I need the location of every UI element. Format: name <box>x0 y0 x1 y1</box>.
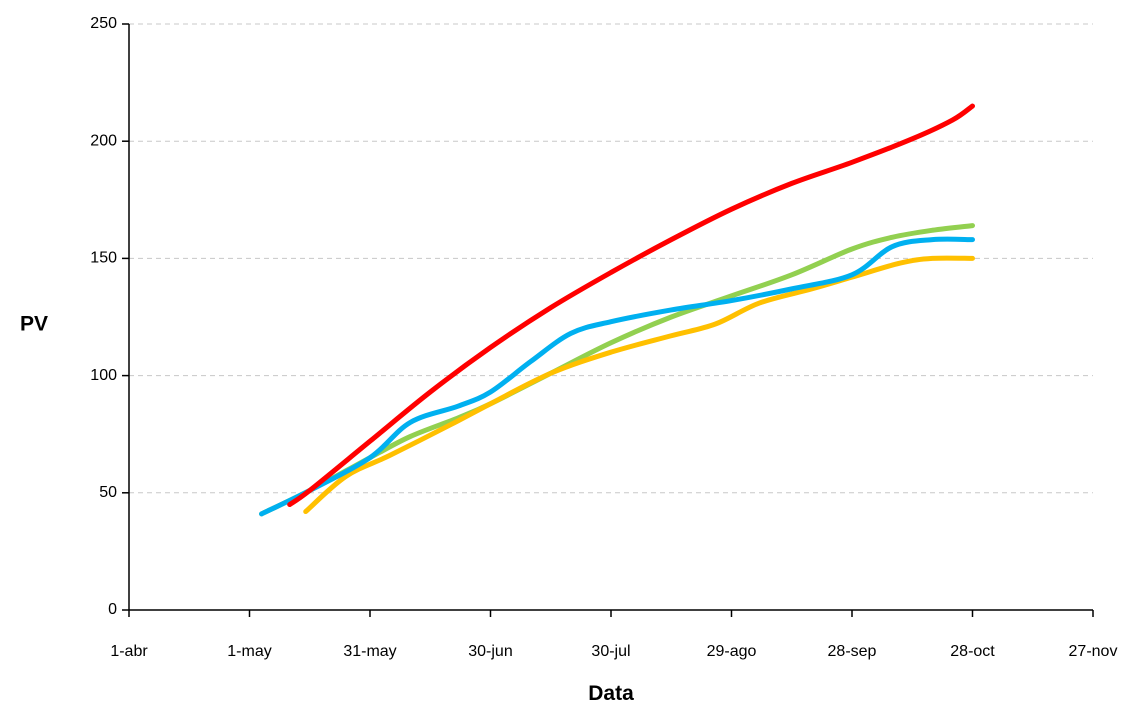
x-axis-title: Data <box>588 682 634 705</box>
x-tick-label: 30-jul <box>591 643 630 660</box>
y-axis-title: PV <box>20 313 48 336</box>
y-tick-label: 150 <box>90 250 117 267</box>
x-tick-label: 30-jun <box>468 643 512 660</box>
x-axis-ticks: 1-abr 1-may 31-may 30-jun 30-jul 29-ago 28-sep… <box>110 610 1117 660</box>
series-line-2 <box>259 236 975 517</box>
y-tick-label: 100 <box>90 367 117 384</box>
x-tick-label: 28-sep <box>828 643 877 660</box>
series-line-3 <box>303 255 975 515</box>
y-tick-label: 200 <box>90 132 117 149</box>
series-line-1 <box>287 103 975 508</box>
x-tick-label: 1-abr <box>110 643 148 660</box>
x-tick-label: 29-ago <box>707 643 757 660</box>
y-tick-label: 250 <box>90 15 117 32</box>
x-tick-label: 27-nov <box>1069 643 1118 660</box>
y-tick-label: 0 <box>108 601 117 618</box>
y-axis-ticks: 0 50 100 150 200 250 <box>90 15 129 618</box>
series-layer <box>259 103 975 517</box>
x-tick-label: 31-may <box>343 643 396 660</box>
x-tick-label: 1-may <box>227 643 271 660</box>
x-tick-label: 28-oct <box>950 643 995 660</box>
y-tick-label: 50 <box>99 484 117 501</box>
